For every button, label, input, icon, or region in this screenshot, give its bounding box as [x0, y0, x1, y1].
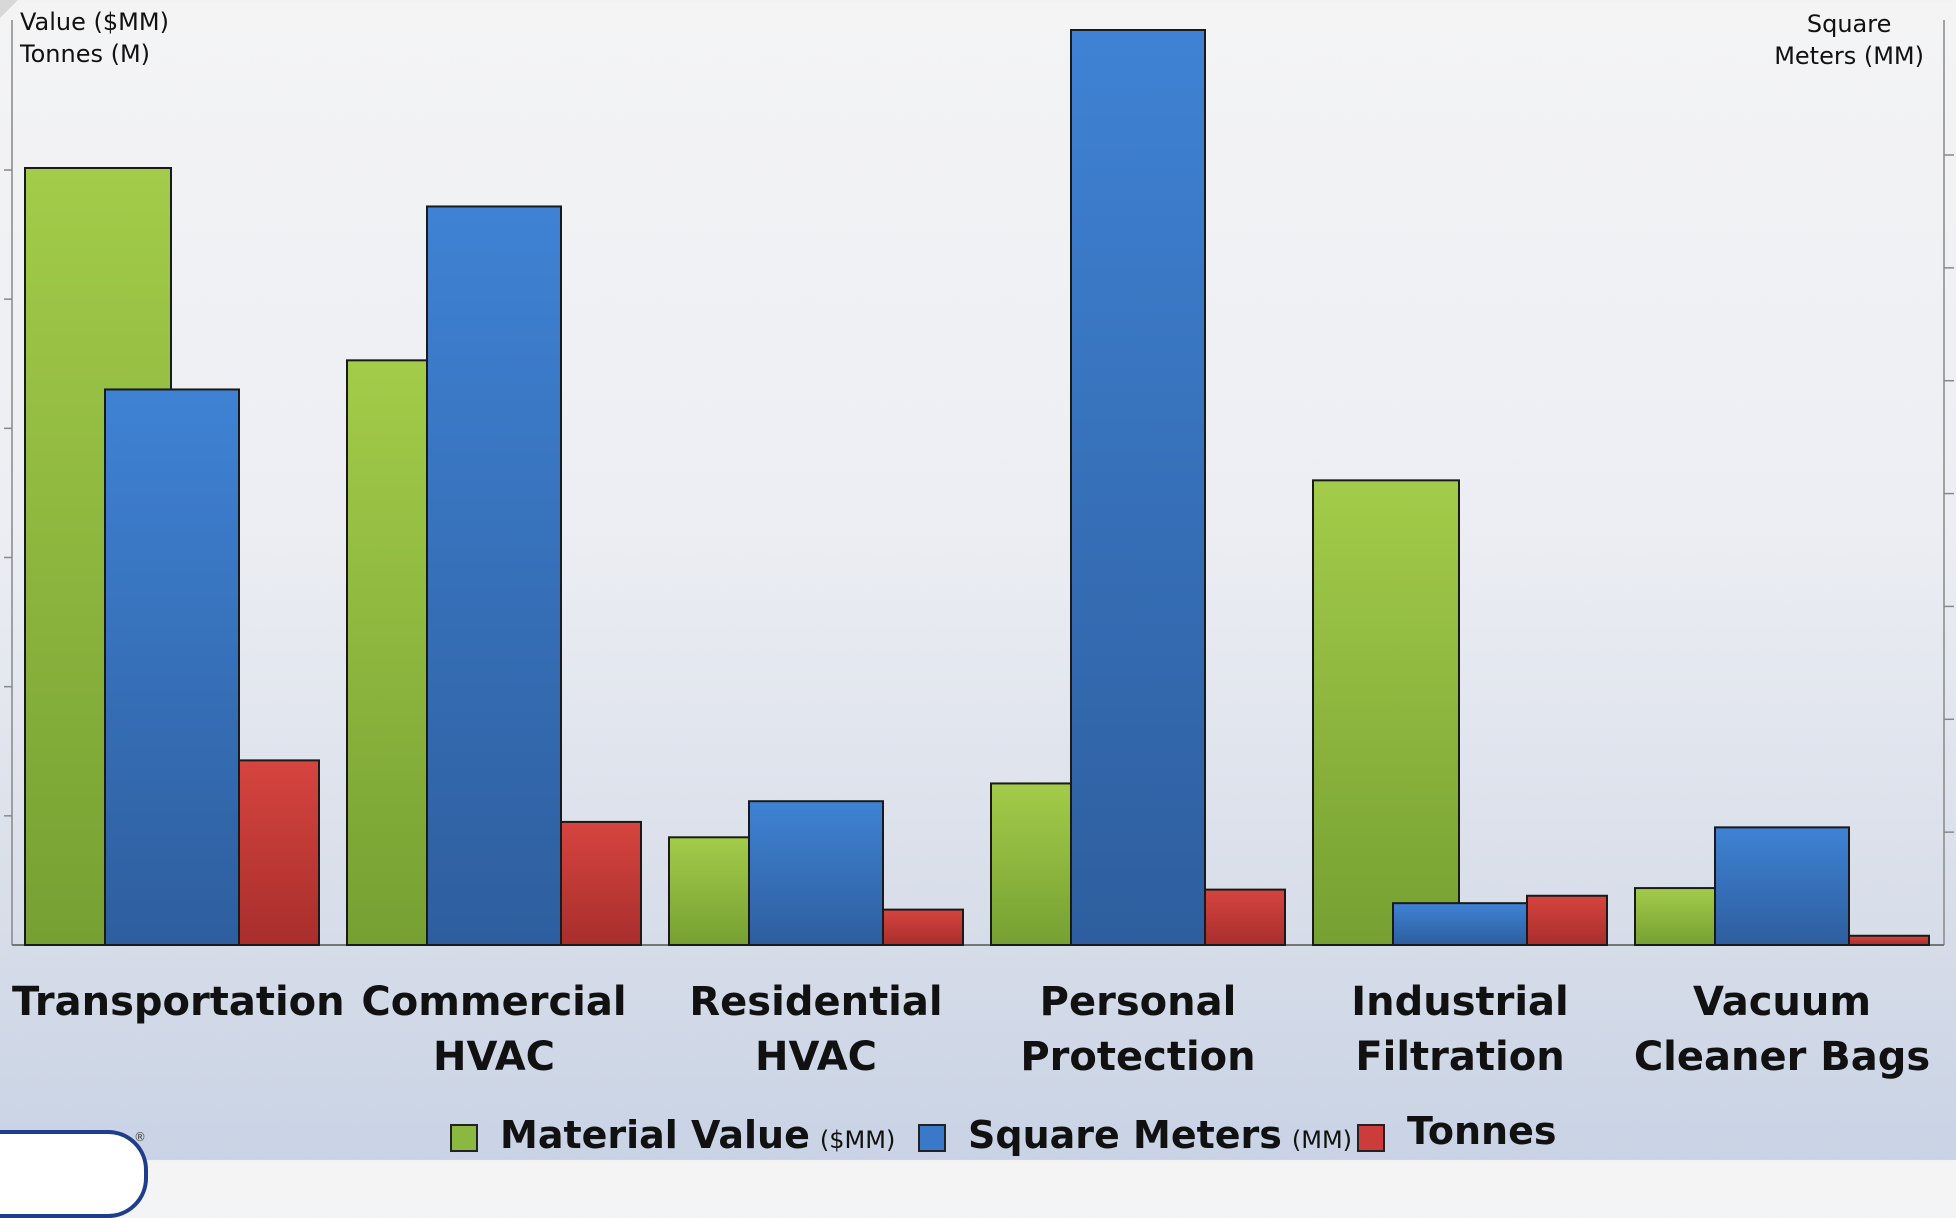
y-axis-right-title-line: Meters (MM): [1774, 42, 1924, 70]
legend-swatch-green: [450, 1124, 478, 1152]
legend-unit: (MM): [1291, 1126, 1353, 1154]
category-label-line: Cleaner Bags: [1633, 1034, 1931, 1080]
category-label-line: HVAC: [754, 1034, 878, 1080]
category-label: Transportation: [12, 975, 345, 1030]
bars: [24, 29, 1930, 947]
legend-label: Material Value: [500, 1113, 810, 1157]
y-axis-left-title: Value ($MM) Tonnes (M): [20, 6, 169, 70]
category-label-line: HVAC: [432, 1034, 556, 1080]
category-label-line: Industrial: [1351, 979, 1569, 1025]
corner-fold: [0, 0, 18, 18]
category-label-line: Filtration: [1355, 1034, 1565, 1080]
category-label-line: Protection: [1020, 1034, 1256, 1080]
bar-square-meters: [1714, 826, 1850, 946]
bar-square-meters: [104, 388, 240, 946]
legend-item-tonnes: Tonnes: [1357, 1109, 1556, 1153]
legend: Material Value ($MM) Square Meters (MM) …: [0, 1109, 1956, 1163]
legend-item-material-value: Material Value ($MM): [450, 1113, 895, 1157]
legend-unit: ($MM): [819, 1126, 896, 1154]
bar-square-meters: [1392, 902, 1528, 947]
y-axis-left-title-line: Tonnes (M): [20, 40, 151, 68]
bar-tonnes: [882, 908, 964, 946]
axes: [4, 20, 1954, 946]
category-label-line: Personal: [1039, 979, 1237, 1025]
category-label-line: Residential: [689, 979, 943, 1025]
bar-tonnes: [1204, 888, 1286, 947]
logo-mark: [0, 1130, 148, 1218]
y-axis-right-title-line: Square: [1806, 10, 1892, 38]
legend-swatch-blue: [918, 1124, 946, 1152]
legend-item-square-meters: Square Meters (MM): [918, 1113, 1352, 1157]
registered-mark: ®: [134, 1130, 146, 1144]
category-label: Residential HVAC: [656, 975, 976, 1085]
category-label: Industrial Filtration: [1300, 975, 1620, 1085]
y-axis-right-title: Square Meters (MM): [1774, 8, 1924, 72]
bar-tonnes: [1526, 894, 1608, 946]
bar-square-meters: [426, 205, 562, 946]
category-label: Commercial HVAC: [334, 975, 654, 1085]
category-label-line: Commercial: [361, 979, 627, 1025]
category-label: Personal Protection: [978, 975, 1298, 1085]
legend-label: Tonnes: [1407, 1109, 1557, 1153]
bar-square-meters: [748, 800, 884, 947]
legend-label: Square Meters: [968, 1113, 1282, 1157]
bar-material-value: [1312, 479, 1460, 946]
bar-tonnes: [1848, 934, 1930, 946]
category-label: Vacuum Cleaner Bags: [1622, 975, 1942, 1085]
y-axis-left-title-line: Value ($MM): [20, 8, 169, 36]
bar-tonnes: [560, 820, 642, 946]
legend-swatch-red: [1357, 1124, 1385, 1152]
bar-tonnes: [238, 759, 320, 946]
bar-chart: [4, 20, 1954, 947]
category-label-line: Vacuum: [1692, 979, 1872, 1025]
category-label-line: Transportation: [12, 979, 345, 1025]
bar-square-meters: [1070, 29, 1206, 946]
